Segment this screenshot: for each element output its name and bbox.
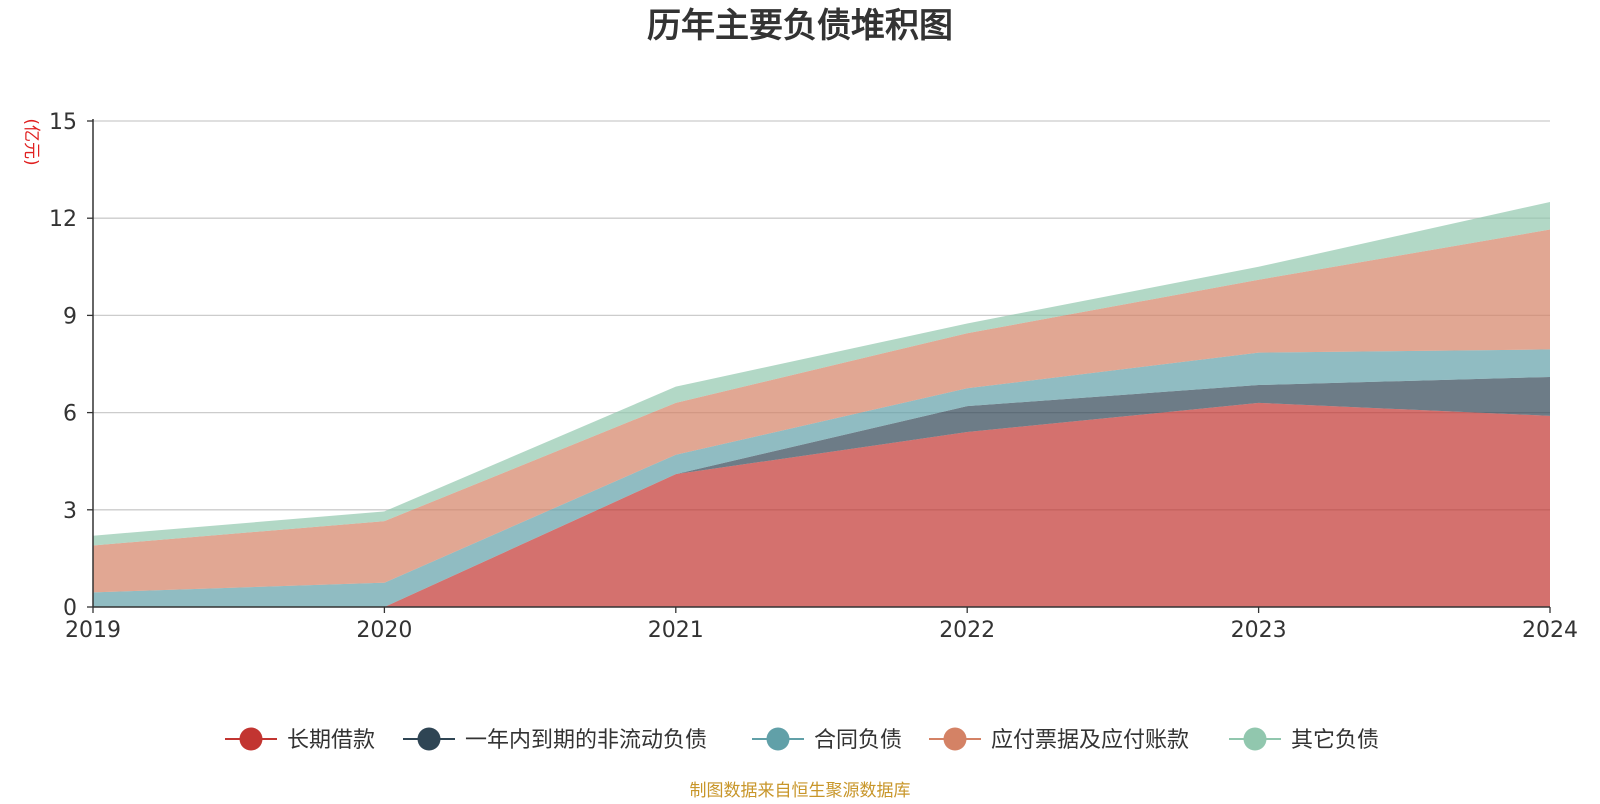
legend-label: 一年内到期的非流动负债 (465, 728, 707, 753)
legend-item-2[interactable]: 一年内到期的非流动负债 (403, 727, 707, 754)
y-tick-label: 12 (49, 207, 77, 232)
legend-item-1[interactable]: 长期借款 (225, 727, 375, 754)
legend-label: 应付票据及应付账款 (991, 728, 1189, 753)
area-series-4 (93, 229, 1550, 593)
legend-marker (417, 727, 441, 751)
chart-title: 历年主要负债堆积图 (647, 6, 953, 46)
legend-item-3[interactable]: 合同负债 (752, 727, 902, 754)
legend: 长期借款 一年内到期的非流动负债 合同负债 应付票据及应付账款 其它负债 (225, 727, 1379, 754)
x-tick-label: 2023 (1231, 618, 1287, 643)
legend-marker (1243, 727, 1267, 751)
x-tick-label: 2022 (939, 618, 995, 643)
y-axis-unit-label: (亿元) (21, 118, 41, 165)
y-tick-label: 15 (49, 110, 77, 135)
y-tick-label: 9 (63, 304, 77, 329)
y-tick-label: 0 (63, 596, 77, 621)
legend-marker (766, 727, 790, 751)
data-source-note: 制图数据来自恒生聚源数据库 (690, 781, 911, 800)
axes: 0 3 6 9 12 15 2019 2020 2021 2022 2023 2024 (49, 110, 1578, 643)
area-series-5 (93, 202, 1550, 546)
legend-label: 合同负债 (814, 728, 902, 753)
x-tick-label: 2024 (1522, 618, 1578, 643)
area-series-2 (93, 376, 1550, 607)
legend-marker (943, 727, 967, 751)
area-series-1 (93, 402, 1550, 607)
legend-label: 其它负债 (1291, 728, 1379, 753)
legend-marker (239, 727, 263, 751)
x-tick-label: 2020 (356, 618, 412, 643)
x-tick-label: 2021 (648, 618, 704, 643)
legend-item-5[interactable]: 其它负债 (1229, 727, 1379, 754)
y-tick-label: 3 (63, 499, 77, 524)
x-tick-label: 2019 (65, 618, 121, 643)
area-series-3 (93, 349, 1550, 607)
legend-label: 长期借款 (287, 728, 375, 753)
area-series-group (93, 202, 1550, 607)
y-tick-label: 6 (63, 402, 77, 427)
legend-item-4[interactable]: 应付票据及应付账款 (929, 727, 1189, 754)
